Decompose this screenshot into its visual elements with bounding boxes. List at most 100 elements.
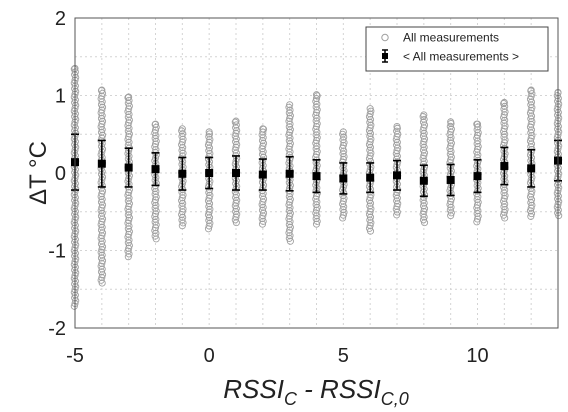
measurement-point (232, 143, 240, 151)
measurement-point (339, 136, 347, 144)
measurement-point (527, 115, 535, 123)
mean-point (124, 163, 133, 172)
measurement-point (500, 105, 508, 113)
measurement-point (285, 137, 293, 145)
measurement-point (178, 132, 186, 140)
y-tick-label: 1 (55, 86, 66, 108)
measurement-point (312, 215, 320, 223)
measurement-point (70, 65, 78, 73)
measurement-point (125, 119, 133, 127)
measurement-point (232, 213, 240, 221)
measurement-point (124, 197, 132, 205)
measurement-point (178, 146, 186, 154)
mean-point (339, 174, 348, 183)
measurement-point (312, 206, 321, 214)
legend-marker-mean (382, 53, 388, 59)
measurement-point (473, 201, 482, 209)
measurement-point (473, 145, 482, 153)
measurement-point (366, 118, 374, 126)
measurement-point (124, 225, 132, 233)
mean-point (527, 164, 536, 173)
measurement-point (500, 189, 508, 197)
measurement-point (151, 196, 160, 204)
measurement-point (205, 208, 213, 216)
x-label-main2: RSSI (320, 374, 381, 404)
measurement-point (258, 136, 267, 144)
measurement-point (500, 139, 508, 147)
measurement-point (473, 126, 481, 134)
measurement-point (447, 212, 455, 220)
measurement-point (393, 141, 401, 149)
measurement-point (419, 202, 428, 210)
measurement-point (259, 198, 267, 206)
measurement-point (446, 136, 454, 144)
measurement-point (419, 118, 428, 126)
measurement-point (97, 268, 106, 276)
measurement-point (178, 125, 186, 133)
measurement-point (473, 131, 482, 139)
measurement-point (527, 212, 535, 220)
measurement-point (98, 259, 106, 268)
y-tick-label: 0 (55, 163, 66, 185)
mean-point (312, 172, 321, 181)
measurement-point (500, 119, 508, 127)
x-axis-label: RSSIC - RSSIC,0 (223, 374, 409, 409)
measurement-point (98, 86, 106, 94)
measurement-point (285, 193, 293, 201)
measurement-point (231, 118, 239, 126)
measurement-point (312, 131, 320, 139)
measurement-point (420, 124, 428, 132)
measurement-point (447, 156, 455, 164)
measurement-point (98, 120, 106, 128)
measurement-point (366, 110, 374, 118)
measurement-point (151, 190, 159, 198)
measurement-point (527, 204, 535, 212)
x-label-sub1: C (284, 389, 298, 409)
measurement-point (500, 98, 508, 107)
measurement-point (500, 100, 508, 108)
measurement-point (205, 188, 213, 197)
measurement-point (419, 216, 428, 224)
mean-point (178, 169, 187, 178)
measurement-point (312, 201, 320, 209)
measurement-point (393, 211, 401, 219)
measurement-point (527, 120, 535, 128)
measurement-point (446, 122, 454, 130)
measurement-point (527, 129, 535, 137)
measurement-point (447, 118, 455, 126)
measurement-point (286, 101, 294, 109)
measurement-point (259, 125, 267, 133)
measurement-point (473, 209, 481, 218)
x-tick-label: 5 (338, 345, 349, 367)
measurement-point (98, 204, 106, 212)
mean-point (473, 172, 482, 181)
measurement-point (366, 221, 374, 230)
measurement-point (366, 138, 374, 146)
measurement-point (366, 132, 374, 140)
measurement-point (527, 190, 535, 198)
measurement-point (124, 239, 132, 247)
measurement-point (232, 207, 240, 215)
measurement-point (339, 141, 347, 149)
measurement-point (151, 204, 159, 212)
measurement-point (285, 220, 293, 229)
measurement-point (420, 138, 428, 146)
measurement-point (393, 127, 401, 135)
measurement-point (151, 140, 160, 148)
measurement-point (286, 114, 294, 122)
measurement-point (205, 128, 213, 136)
measurement-point (366, 152, 374, 160)
measurement-point (125, 216, 133, 224)
legend: All measurements < All measurements > (365, 26, 549, 72)
mean-point (285, 169, 294, 178)
measurement-point (473, 215, 482, 223)
measurement-point (420, 207, 428, 215)
measurement-point (98, 232, 106, 240)
plot-frame (74, 17, 559, 329)
measurement-point (125, 105, 133, 113)
measurement-point (312, 150, 321, 158)
measurement-point (285, 234, 293, 242)
measurement-point (259, 128, 267, 136)
measurement-point (285, 206, 293, 215)
